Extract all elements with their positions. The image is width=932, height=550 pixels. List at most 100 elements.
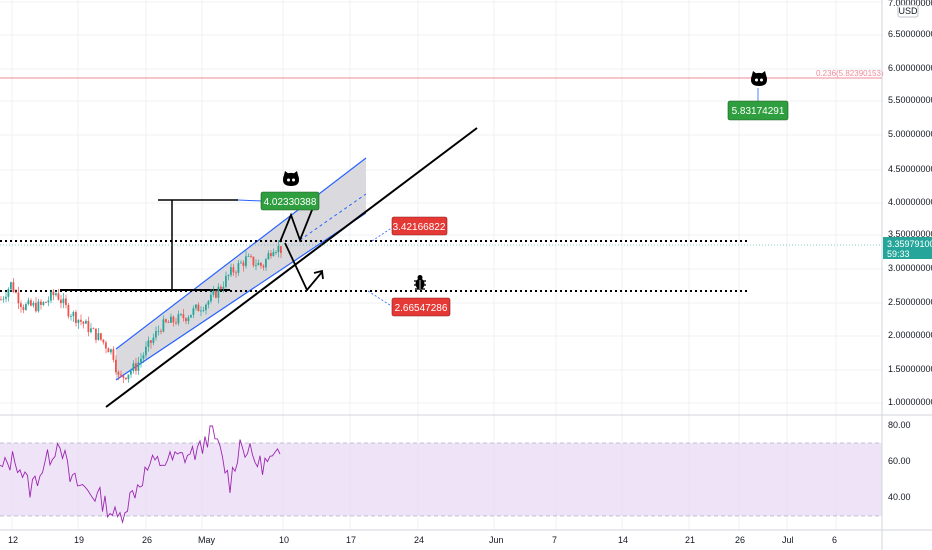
candle-body	[155, 331, 157, 338]
candle-body	[175, 322, 177, 324]
price-tick: 2.50000000	[888, 297, 932, 307]
candle-body	[157, 330, 160, 332]
candle-body	[90, 328, 92, 333]
candle-body	[225, 275, 227, 287]
candle-body	[122, 375, 125, 378]
candle-body	[117, 372, 120, 375]
candle-body	[275, 252, 277, 253]
price-tick: 3.00000000	[888, 263, 932, 273]
candle-body	[107, 348, 110, 353]
price-tick: 4.50000000	[888, 164, 932, 174]
candle-body	[260, 262, 262, 266]
current-price-tag: 3.35979100 59:33	[883, 237, 932, 259]
candle-body	[162, 319, 165, 332]
candle-body	[277, 246, 280, 253]
candle-body	[37, 301, 40, 312]
time-tick: 12	[8, 535, 18, 545]
candle-body	[167, 322, 170, 323]
candle-body	[97, 333, 100, 340]
candle-body	[257, 262, 260, 266]
svg-text:4.02330388: 4.02330388	[264, 197, 317, 208]
candle-body	[210, 294, 212, 302]
candle-body	[202, 310, 205, 311]
candle-body	[135, 363, 137, 371]
candle-body	[12, 282, 15, 292]
time-tick: 6	[832, 535, 837, 545]
candle-body	[207, 301, 210, 305]
candle-body	[180, 314, 182, 315]
candle-body	[65, 298, 67, 305]
time-tick: 24	[414, 535, 424, 545]
candle-body	[20, 303, 22, 308]
time-tick: Jun	[489, 535, 504, 545]
candle-body	[177, 314, 180, 324]
channel-upper-line	[115, 157, 367, 350]
time-tick: Jul	[782, 535, 794, 545]
candle-body	[250, 255, 252, 257]
callout-target-top[interactable]: 5.83174291	[727, 100, 789, 121]
candle-body	[222, 286, 225, 289]
github-octocat-icon	[283, 171, 299, 186]
fib-label: 0.236(5.82390153)	[816, 69, 884, 78]
rsi-tick: 40.00	[888, 492, 911, 502]
candle-body	[152, 337, 155, 343]
candle-body	[242, 262, 245, 266]
price-tick: 5.00000000	[888, 129, 932, 139]
candle-body	[2, 298, 5, 300]
candle-body	[187, 317, 190, 322]
support-connector	[367, 290, 394, 308]
price-tick: 1.50000000	[888, 364, 932, 374]
candle-body	[272, 252, 275, 257]
candle-body	[17, 292, 20, 304]
candle-body	[87, 320, 90, 333]
down-projection-arrow	[284, 242, 323, 292]
svg-text:3.35979100: 3.35979100	[887, 239, 932, 249]
candle-body	[25, 304, 27, 310]
candle-body	[215, 290, 217, 298]
candle-body	[150, 340, 152, 343]
rsi-band	[0, 443, 882, 516]
svg-text:5.83174291: 5.83174291	[732, 106, 785, 117]
candle-body	[35, 302, 37, 312]
price-tick: 4.00000000	[888, 197, 932, 207]
svg-text:59:33: 59:33	[887, 249, 910, 259]
time-tick: 21	[685, 535, 695, 545]
channel-lower-line	[115, 212, 367, 381]
candle-body	[72, 312, 75, 317]
candle-body	[240, 262, 242, 264]
candle-body	[125, 377, 127, 380]
price-scale[interactable]: 7.00000000 6.50000000 6.00000000 5.50000…	[888, 0, 932, 407]
callout-breakout[interactable]: 3.42166822	[391, 216, 448, 236]
candle-body	[232, 267, 235, 273]
callout-target-upper[interactable]: 4.02330388	[260, 191, 320, 211]
candle-body	[7, 289, 10, 297]
time-axis[interactable]: 12 19 26 May 10 17 24 Jun 7 14 21 26 Jul…	[8, 535, 837, 545]
candle-body	[165, 319, 167, 323]
price-tick: 2.00000000	[888, 330, 932, 340]
candle-body	[142, 355, 145, 359]
candle-body	[77, 319, 80, 323]
callout-support[interactable]: 2.66547286	[391, 297, 451, 317]
candle-body	[115, 359, 117, 373]
candle-body	[270, 253, 272, 257]
candle-body	[5, 296, 7, 299]
candle-body	[237, 263, 240, 273]
candle-body	[205, 304, 207, 311]
price-tick: 6.50000000	[888, 29, 932, 39]
candle-body	[120, 374, 122, 376]
candle-body	[212, 290, 215, 295]
currency-badge[interactable]: USD	[897, 4, 919, 18]
up-projection-arrow	[279, 199, 317, 243]
candle-body	[110, 349, 112, 353]
candle-body	[197, 304, 200, 312]
candle-body	[137, 362, 140, 371]
candle-body	[220, 286, 222, 289]
candle-body	[112, 349, 115, 360]
candle-body	[262, 265, 265, 268]
candle-body	[170, 316, 172, 323]
candle-body	[192, 308, 195, 315]
candlestick-series	[0, 240, 282, 384]
time-tick: 14	[618, 535, 628, 545]
rsi-tick: 80.00	[888, 420, 911, 430]
